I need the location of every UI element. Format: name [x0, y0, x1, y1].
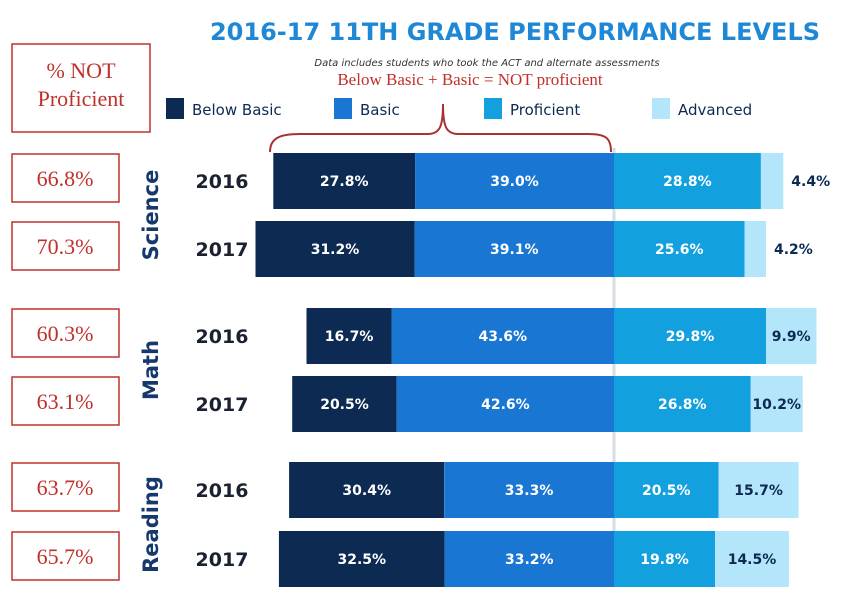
bar-math-2017-basic	[396, 376, 614, 432]
bar-science-2016-advanced	[760, 153, 784, 209]
bar-reading-2017-advanced	[715, 531, 789, 587]
bar-reading-2016-proficient	[614, 462, 719, 518]
year-label-math-2017: 2017	[196, 394, 249, 416]
data-label-math-2016-below-basic: 16.7%	[325, 329, 374, 345]
data-label-math-2016-basic: 43.6%	[479, 329, 528, 345]
data-label-reading-2016-basic: 33.3%	[505, 483, 554, 499]
not-proficient-box-math-2016	[11, 308, 120, 358]
not-proficient-box-math-2017	[11, 376, 120, 426]
bar-science-2017-advanced	[744, 221, 766, 277]
bars: 27.8% 39.0% 28.8% 4.4% 31.2% 39.1% 25.6% 4.2% 16…	[255, 153, 830, 587]
bar-science-2016-below-basic	[273, 153, 416, 209]
data-label-math-2017-advanced: 10.2%	[752, 397, 801, 413]
bar-reading-2016-basic	[444, 462, 614, 518]
data-label-reading-2016-proficient: 20.5%	[642, 483, 691, 499]
not-proficient-box-reading-2016	[11, 462, 120, 512]
year-label-science-2016: 2016	[196, 171, 249, 193]
not-proficient-value-math-2016: 60.3%	[37, 321, 94, 346]
data-label-science-2016-basic: 39.0%	[490, 174, 539, 190]
legend-swatch-advanced	[652, 98, 670, 119]
legend-swatch-basic	[334, 98, 352, 119]
data-label-science-2016-below-basic: 27.8%	[320, 174, 369, 190]
legend-label-basic: Basic	[360, 101, 400, 119]
data-label-science-2016-advanced: 4.4%	[791, 174, 830, 190]
year-label-science-2017: 2017	[196, 239, 249, 261]
subject-label-science: Science	[139, 170, 163, 261]
bar-reading-2017-proficient	[614, 531, 715, 587]
data-label-math-2016-advanced: 9.9%	[772, 329, 811, 345]
data-label-math-2017-below-basic: 20.5%	[320, 397, 369, 413]
not-proficient-header-box: % NOT Proficient	[11, 43, 151, 133]
bar-science-2016-proficient	[614, 153, 761, 209]
bar-math-2017-proficient	[614, 376, 751, 432]
not-proficient-value-science-2016: 66.8%	[37, 166, 94, 191]
subject-labels: Science Math Reading	[139, 170, 163, 573]
not-proficient-box-reading-2017	[11, 531, 120, 581]
subject-label-math: Math	[139, 340, 163, 400]
bar-math-2016-basic	[391, 308, 614, 364]
header-line-2: Proficient	[38, 86, 125, 111]
header-box-border	[11, 43, 151, 133]
legend-label-proficient: Proficient	[510, 101, 580, 119]
legend-label-below-basic: Below Basic	[192, 101, 282, 119]
legend-swatch-proficient	[484, 98, 502, 119]
bar-math-2017-advanced	[750, 376, 803, 432]
bar-math-2016-proficient	[614, 308, 766, 364]
bar-reading-2017-below-basic	[278, 531, 445, 587]
data-label-math-2016-proficient: 29.8%	[666, 329, 715, 345]
year-label-reading-2016: 2016	[196, 480, 249, 502]
chart-subtitle: Data includes students who took the ACT …	[314, 58, 659, 69]
bar-math-2017-below-basic	[292, 376, 397, 432]
legend: Below Basic Basic Proficient Advanced	[166, 98, 752, 119]
bar-science-2016-basic	[415, 153, 614, 209]
data-label-science-2017-basic: 39.1%	[490, 242, 539, 258]
bar-science-2017-basic	[414, 221, 614, 277]
data-label-science-2016-proficient: 28.8%	[663, 174, 712, 190]
bar-science-2017-below-basic	[255, 221, 415, 277]
not-proficient-boxes: 66.8% 70.3% 60.3% 63.1% 63.7% 65.7%	[11, 153, 120, 581]
not-proficient-value-math-2017: 63.1%	[37, 389, 94, 414]
data-label-reading-2017-below-basic: 32.5%	[338, 552, 387, 568]
bar-science-2017-proficient	[614, 221, 745, 277]
annotation-brace	[269, 103, 612, 153]
not-proficient-box-science-2016	[11, 153, 120, 203]
not-proficient-value-reading-2017: 65.7%	[37, 544, 94, 569]
legend-swatch-below-basic	[166, 98, 184, 119]
year-label-math-2016: 2016	[196, 326, 249, 348]
header-line-1: % NOT	[46, 58, 116, 83]
bar-math-2016-below-basic	[306, 308, 392, 364]
bar-math-2016-advanced	[766, 308, 817, 364]
bar-reading-2016-below-basic	[289, 462, 445, 518]
year-label-reading-2017: 2017	[196, 549, 249, 571]
legend-label-advanced: Advanced	[678, 101, 752, 119]
data-label-reading-2016-advanced: 15.7%	[734, 483, 783, 499]
data-label-science-2017-below-basic: 31.2%	[311, 242, 360, 258]
bar-reading-2016-advanced	[718, 462, 799, 518]
not-proficient-value-reading-2016: 63.7%	[37, 475, 94, 500]
data-label-reading-2017-basic: 33.2%	[505, 552, 554, 568]
chart-title: 2016-17 11TH GRADE PERFORMANCE LEVELS	[210, 18, 820, 46]
not-proficient-annotation: Below Basic + Basic = NOT proficient	[337, 70, 603, 89]
data-label-math-2017-basic: 42.6%	[481, 397, 530, 413]
subject-label-reading: Reading	[139, 476, 163, 573]
data-label-science-2017-advanced: 4.2%	[774, 242, 813, 258]
data-label-reading-2017-proficient: 19.8%	[640, 552, 689, 568]
not-proficient-value-science-2017: 70.3%	[37, 234, 94, 259]
data-label-science-2017-proficient: 25.6%	[655, 242, 704, 258]
year-labels: 2016 2017 2016 2017 2016 2017	[196, 171, 249, 571]
not-proficient-box-science-2017	[11, 221, 120, 271]
bar-reading-2017-basic	[444, 531, 614, 587]
data-label-reading-2017-advanced: 14.5%	[728, 552, 777, 568]
data-label-math-2017-proficient: 26.8%	[658, 397, 707, 413]
data-label-reading-2016-below-basic: 30.4%	[342, 483, 391, 499]
